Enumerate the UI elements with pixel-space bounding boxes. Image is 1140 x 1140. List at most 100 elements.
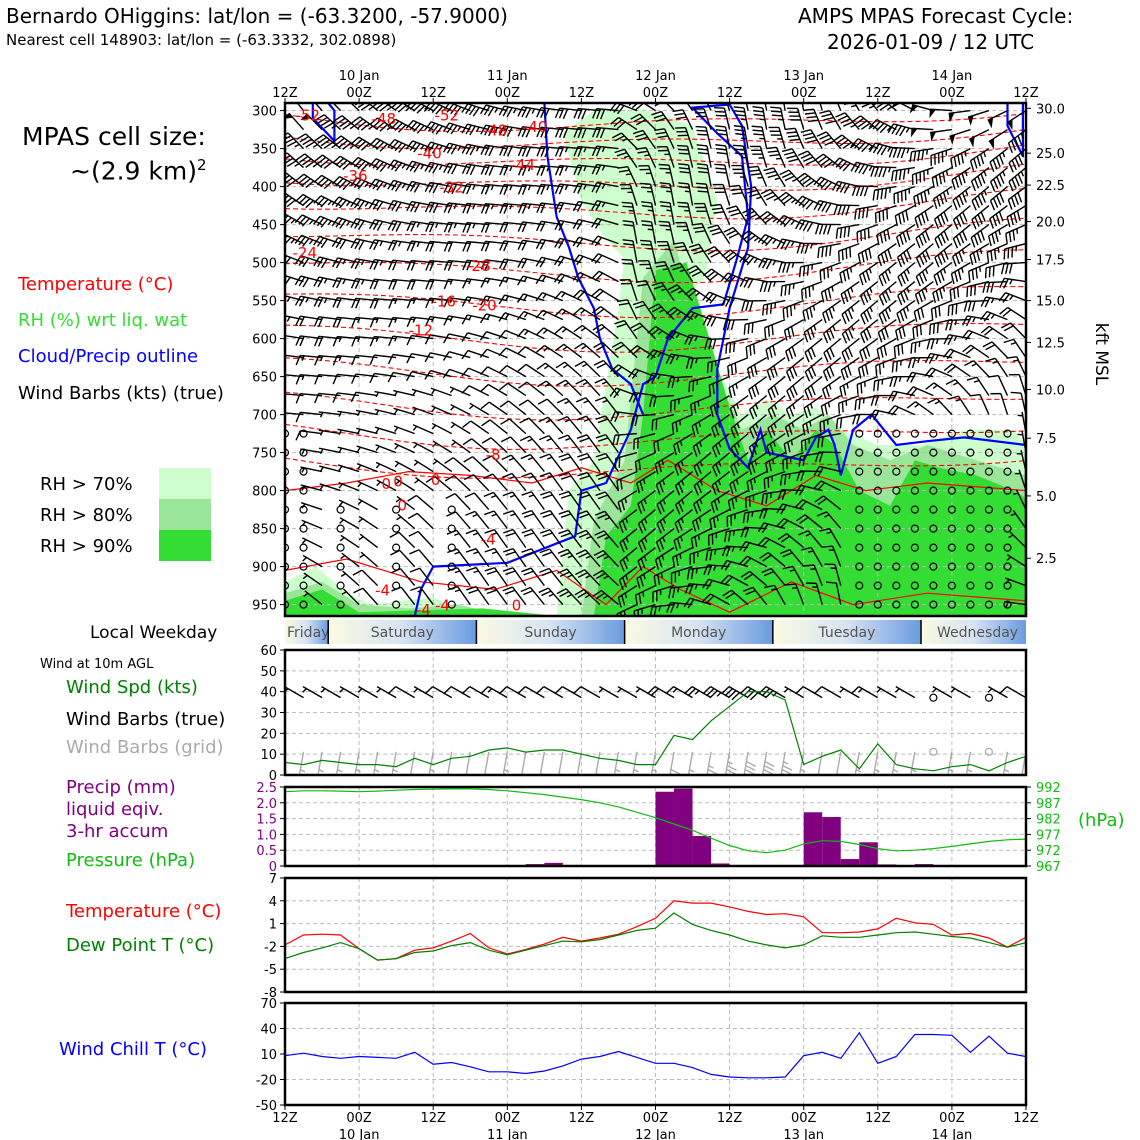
barb-half-flag [681, 480, 685, 486]
barb-flag [540, 146, 546, 157]
barb-flag [893, 346, 896, 358]
barb-flag [724, 576, 733, 585]
grid-barb-legend: Wind Barbs (grid) [66, 737, 224, 758]
barb-half-flag [490, 204, 495, 210]
barb-staff [395, 686, 416, 699]
barb-flag [535, 309, 544, 319]
barb-flag [948, 395, 959, 400]
barb-flag [802, 221, 810, 232]
barb-flag [856, 232, 859, 243]
barb-flag [286, 140, 297, 148]
barb-flag [764, 584, 775, 589]
wind-barb [407, 512, 434, 530]
barb-flag [690, 404, 693, 415]
wind-barb [553, 255, 582, 267]
barb-flag [787, 328, 791, 339]
wind-barb [726, 103, 731, 111]
barb-flag [864, 364, 869, 375]
barb-flag [784, 240, 791, 251]
wind-barb [350, 197, 378, 210]
barb-flag [754, 96, 764, 97]
barb-flag [863, 186, 869, 197]
barb-flag [839, 387, 843, 398]
barb-flag [694, 230, 706, 233]
barb-half-flag [1016, 228, 1019, 234]
wind-barb [654, 260, 675, 282]
barb-flag [829, 347, 835, 358]
isotherm-label: -16 [431, 293, 456, 311]
barb-flag [484, 529, 495, 534]
barb-flag [730, 428, 736, 439]
barb-flag [909, 151, 913, 163]
barb-flag [320, 159, 330, 167]
barb-flag [877, 255, 882, 267]
barb-half-flag [583, 184, 587, 190]
wind-barb [869, 118, 897, 134]
wind-barb [318, 411, 341, 418]
wind-barb [591, 199, 619, 211]
barb-flag [523, 589, 534, 596]
barb-flag [800, 153, 811, 160]
barb-flag [839, 139, 849, 147]
barb-flag [962, 344, 972, 353]
barb-flag [763, 167, 774, 172]
barb-flag [781, 148, 793, 153]
barb-half-flag [869, 306, 873, 313]
barb-half-flag [887, 167, 891, 173]
barb-flag [992, 159, 998, 170]
barb-flag [573, 164, 579, 176]
barb-flag [782, 552, 793, 558]
barb-flag [764, 462, 769, 474]
barb-flag [817, 247, 820, 259]
wind-barb [969, 242, 990, 266]
barb-half-flag [661, 554, 665, 561]
wind-barb [479, 366, 508, 378]
barb-half-flag [1009, 295, 1014, 301]
barb-flag [406, 221, 413, 232]
wind-barb [686, 265, 712, 283]
barb-flag [331, 217, 339, 227]
wind-barb [572, 289, 601, 302]
wind-barb [816, 511, 842, 530]
barb-flag [823, 420, 826, 432]
barb-flag [688, 335, 694, 346]
barb-flag [915, 276, 921, 287]
barb-flag [807, 387, 813, 398]
barb-flag [817, 497, 828, 506]
barb-flag [597, 475, 609, 480]
barb-flag [502, 472, 513, 479]
barb-half-flag [992, 360, 998, 364]
barb-flag [751, 444, 757, 455]
barb-flag [799, 516, 809, 524]
wind-barb [294, 275, 323, 288]
barb-flag [350, 157, 359, 166]
wind-barb [637, 547, 656, 571]
barb-flag [479, 366, 489, 375]
barb-staff [455, 511, 471, 530]
barb-half-flag [622, 138, 628, 142]
wind-barb [655, 528, 675, 553]
barb-flag [837, 403, 841, 414]
barb-staff [418, 549, 434, 568]
wind-barb [558, 453, 582, 473]
wind-barb [720, 272, 749, 285]
barb-flag [849, 247, 852, 258]
barb-staff [486, 330, 508, 340]
barb-half-flag [394, 444, 399, 450]
barb-flag [676, 442, 681, 454]
wind-barb [966, 280, 990, 298]
barb-staff [361, 569, 379, 587]
barb-flag [260, 172, 269, 178]
barb-half-flag [494, 107, 499, 113]
barb-flag [822, 90, 832, 91]
wind-barb [572, 686, 601, 699]
barb-flag [465, 164, 472, 175]
wind-barb [480, 686, 508, 699]
barb-flag [539, 239, 546, 250]
barb-half-flag [699, 480, 704, 486]
wind-barb [499, 382, 527, 397]
wind-barb [395, 478, 416, 492]
wind-barb [690, 527, 712, 549]
barb-flag [462, 420, 472, 429]
barb-flag [788, 348, 794, 360]
